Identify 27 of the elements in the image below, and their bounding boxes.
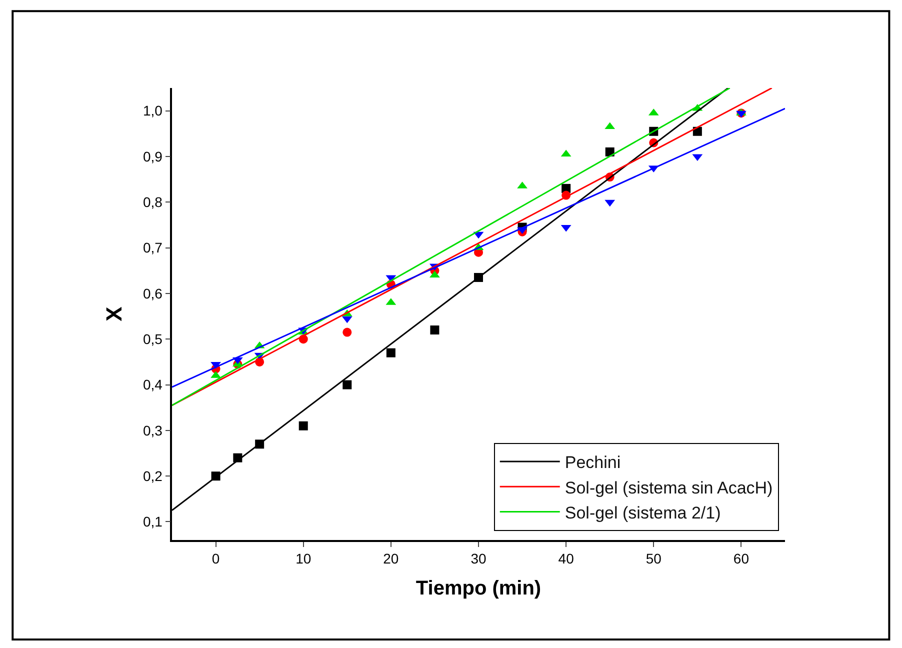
x-tick-label: 0 [212, 550, 220, 567]
x-tick-label: 40 [558, 550, 574, 567]
y-tick-label: 1,0 [142, 102, 163, 119]
point [298, 421, 308, 430]
y-tick-label: 0,4 [142, 376, 163, 393]
x-tick-label: 30 [470, 550, 486, 567]
x-axis-title: Tiempo (min) [416, 578, 542, 600]
legend-label: Sol-gel (sistema 2/1) [564, 503, 721, 522]
y-tick-label: 0,5 [142, 331, 163, 348]
y-tick-label: 0,3 [142, 422, 163, 438]
point [386, 348, 396, 358]
x-tick-label: 60 [733, 550, 750, 567]
y-tick-label: 0,8 [142, 194, 163, 210]
y-tick-label: 0,9 [142, 148, 163, 164]
y-tick-label: 0,1 [142, 514, 163, 530]
y-tick-label: 0,6 [142, 285, 163, 302]
legend-label: Sol-gel (sistema sin AcacH) [564, 478, 773, 498]
x-tick-label: 50 [646, 550, 662, 567]
point [342, 328, 352, 337]
y-axis-title: X [101, 306, 126, 322]
legend-label: Pechini [564, 453, 621, 472]
point [430, 325, 440, 334]
x-tick-label: 20 [383, 550, 399, 567]
y-tick-label: 0,2 [142, 468, 163, 484]
x-tick-label: 10 [296, 550, 312, 567]
y-tick-label: 0,7 [142, 240, 163, 256]
point [342, 380, 352, 390]
